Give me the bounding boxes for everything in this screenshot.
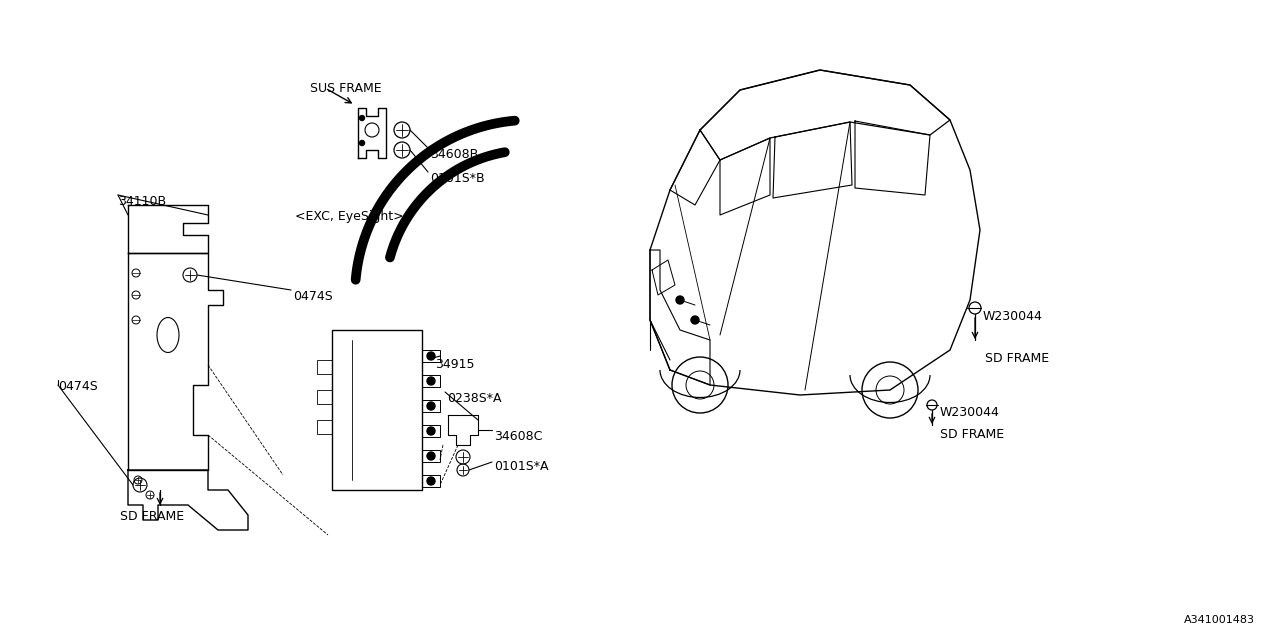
Text: A341001483: A341001483 [1184,615,1254,625]
Text: SD FRAME: SD FRAME [940,428,1004,441]
Circle shape [428,477,435,485]
Circle shape [428,402,435,410]
Text: W230044: W230044 [940,406,1000,419]
Circle shape [360,115,365,120]
Circle shape [428,377,435,385]
Bar [422,450,440,462]
Text: 0474S: 0474S [58,380,97,393]
Circle shape [691,316,699,324]
Text: 0101S*A: 0101S*A [494,460,549,473]
Circle shape [428,452,435,460]
Text: SUS FRAME: SUS FRAME [310,82,381,95]
Circle shape [428,352,435,360]
Bar [317,390,332,404]
Circle shape [360,141,365,145]
Text: 0101S*B: 0101S*B [430,172,485,185]
Bar [422,350,440,362]
Bar [422,475,440,487]
Circle shape [676,296,684,304]
Text: SD FRAME: SD FRAME [986,352,1050,365]
Bar [332,330,422,490]
Text: 34608C: 34608C [494,430,543,443]
Bar [317,360,332,374]
Text: 0238S*A: 0238S*A [447,392,502,405]
Text: 0474S: 0474S [293,290,333,303]
Bar [422,375,440,387]
Bar [422,400,440,412]
Text: 34608B: 34608B [430,148,479,161]
Circle shape [428,427,435,435]
Text: W230044: W230044 [983,310,1043,323]
Bar [422,425,440,437]
Text: <EXC, EyeSight>: <EXC, EyeSight> [294,210,403,223]
Text: SD FRAME: SD FRAME [120,510,184,523]
Text: 34110B: 34110B [118,195,166,208]
Bar [317,420,332,434]
Text: 34915: 34915 [435,358,475,371]
